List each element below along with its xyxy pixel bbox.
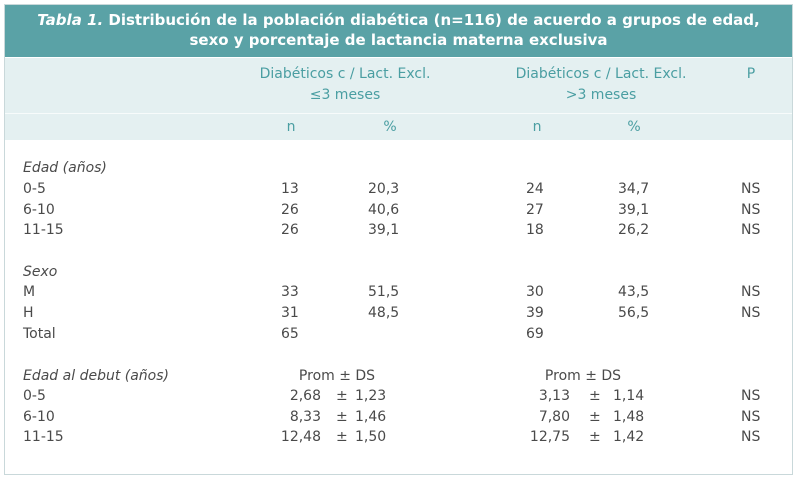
cell-pct1: 39,1 — [368, 222, 400, 238]
cell-mean1: 8,33 — [289, 409, 321, 425]
cell-n1: 26 — [281, 202, 299, 218]
group1-header: Diabéticos c / Lact. Excl. ≤3 meses — [217, 64, 473, 106]
total-label: Total — [23, 326, 56, 342]
row-label: H — [23, 305, 34, 321]
cell-n2: 18 — [526, 222, 544, 238]
cell-p: NS — [741, 409, 761, 425]
cell-pm1: ± — [336, 409, 348, 425]
row-label: 0-5 — [23, 388, 46, 404]
row-label: 11-15 — [23, 222, 64, 238]
cell-sd1: 1,50 — [355, 429, 387, 445]
cell-p: NS — [741, 222, 761, 238]
cell-pm2: ± — [589, 429, 601, 445]
cell-pct2: 56,5 — [618, 305, 650, 321]
table-frame: Tabla 1. Distribución de la población di… — [4, 4, 793, 475]
row-label: 0-5 — [23, 181, 46, 197]
table-title: Tabla 1. Distribución de la población di… — [5, 5, 792, 57]
prom-ds-header-2: Prom ± DS — [544, 368, 622, 384]
table-title-text-1: Distribución de la población diabética (… — [103, 11, 760, 29]
cell-sd1: 1,23 — [355, 388, 387, 404]
table-number: Tabla 1. — [37, 11, 104, 29]
cell-mean1: 12,48 — [280, 429, 321, 445]
cell-mean2: 12,75 — [529, 429, 570, 445]
cell-mean1: 2,68 — [289, 388, 321, 404]
total-n2: 69 — [526, 326, 544, 342]
prom-ds-header-1: Prom ± DS — [298, 368, 376, 384]
cell-n2: 27 — [526, 202, 544, 218]
column-header-band — [5, 58, 792, 113]
group2-header: Diabéticos c / Lact. Excl. >3 meses — [473, 64, 729, 106]
p-header: P — [746, 66, 756, 82]
cell-n2: 24 — [526, 181, 544, 197]
cell-n1: 13 — [281, 181, 299, 197]
pct-header-2: % — [627, 119, 641, 135]
cell-pct1: 51,5 — [368, 284, 400, 300]
row-label: M — [23, 284, 36, 300]
cell-pct2: 39,1 — [618, 202, 650, 218]
cell-pm2: ± — [589, 388, 601, 404]
cell-n2: 30 — [526, 284, 544, 300]
group2-header-line1: Diabéticos c / Lact. Excl. — [515, 66, 687, 82]
group1-header-line2: ≤3 meses — [309, 87, 381, 103]
cell-p: NS — [741, 429, 761, 445]
cell-n1: 26 — [281, 222, 299, 238]
section-label-edad: Edad (años) — [23, 160, 107, 176]
row-label: 11-15 — [23, 429, 64, 445]
cell-sd2: 1,48 — [613, 409, 645, 425]
cell-pct2: 34,7 — [618, 181, 650, 197]
section-label-debut: Edad al debut (años) — [23, 368, 170, 384]
cell-pct2: 26,2 — [618, 222, 650, 238]
cell-p: NS — [741, 202, 761, 218]
cell-pct1: 48,5 — [368, 305, 400, 321]
cell-pct1: 20,3 — [368, 181, 400, 197]
cell-sd1: 1,46 — [355, 409, 387, 425]
n-header-2: n — [532, 119, 542, 135]
cell-n1: 33 — [281, 284, 299, 300]
n-header-1: n — [286, 119, 296, 135]
group1-header-line1: Diabéticos c / Lact. Excl. — [259, 66, 431, 82]
table-title-line1: Tabla 1. Distribución de la población di… — [5, 10, 792, 30]
cell-pm1: ± — [336, 388, 348, 404]
total-n1: 65 — [281, 326, 299, 342]
cell-pm2: ± — [589, 409, 601, 425]
cell-n1: 31 — [281, 305, 299, 321]
group2-header-line2: >3 meses — [565, 87, 637, 103]
cell-n2: 39 — [526, 305, 544, 321]
cell-mean2: 3,13 — [538, 388, 570, 404]
row-label: 6-10 — [23, 202, 55, 218]
cell-sd2: 1,14 — [613, 388, 645, 404]
section-label-sexo: Sexo — [23, 264, 58, 280]
cell-p: NS — [741, 284, 761, 300]
cell-p: NS — [741, 388, 761, 404]
row-label: 6-10 — [23, 409, 55, 425]
subheader-band — [5, 113, 792, 140]
cell-pct1: 40,6 — [368, 202, 400, 218]
cell-p: NS — [741, 181, 761, 197]
cell-pct2: 43,5 — [618, 284, 650, 300]
cell-pm1: ± — [336, 429, 348, 445]
table-title-line2: sexo y porcentaje de lactancia materna e… — [189, 31, 608, 49]
cell-p: NS — [741, 305, 761, 321]
cell-sd2: 1,42 — [613, 429, 645, 445]
pct-header-1: % — [383, 119, 397, 135]
cell-mean2: 7,80 — [538, 409, 570, 425]
